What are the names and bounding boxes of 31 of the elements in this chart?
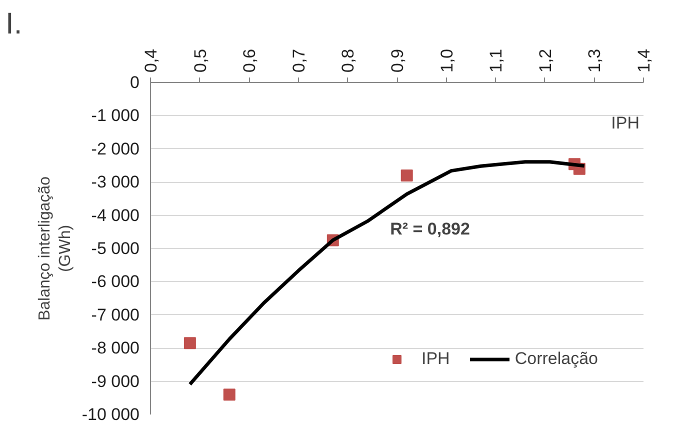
x-tick-label: 1,3 (585, 48, 604, 72)
y-tick-label: -10 000 (82, 405, 140, 424)
y-tick-label: -9 000 (91, 372, 140, 391)
point (400, 169, 413, 182)
x-axis-title: IPH (611, 113, 640, 132)
legend-label: IPH (422, 349, 450, 369)
y-tick-label: -1 000 (91, 106, 140, 126)
annotation: R² = 0,892 (390, 220, 470, 239)
point (223, 388, 236, 401)
y-tick-label: 0 (130, 73, 140, 92)
x-tick-label: 0,4 (142, 48, 160, 72)
x-tick-label: 0,5 (190, 48, 210, 72)
text: I. (6, 8, 22, 40)
y-tick-label: -8 000 (91, 338, 140, 358)
x-tick-label: 1,4 (634, 48, 654, 72)
legend-label: Correlação (514, 349, 598, 369)
y-axis-title: Balanço interligação (GWh) (36, 176, 74, 321)
y-tick-label: -5 000 (91, 239, 140, 258)
x-tick-label: 1,1 (486, 48, 506, 72)
x-tick-label: 0,7 (289, 48, 308, 72)
x-tick-label: 0,8 (338, 48, 358, 72)
x-tick-label: 1,0 (437, 48, 456, 72)
y-tick-label: -3 000 (91, 172, 140, 192)
y-tick-label: -4 000 (91, 206, 140, 225)
x-tick-label: 1,2 (536, 48, 555, 72)
x-tick-label: 0,9 (388, 48, 407, 72)
y-tick-label: -6 000 (91, 272, 140, 292)
y-tick-label: -2 000 (91, 139, 140, 158)
point (184, 337, 196, 350)
y-tick-label: -7 000 (91, 305, 140, 324)
x-tick-label: 0,6 (240, 48, 260, 72)
